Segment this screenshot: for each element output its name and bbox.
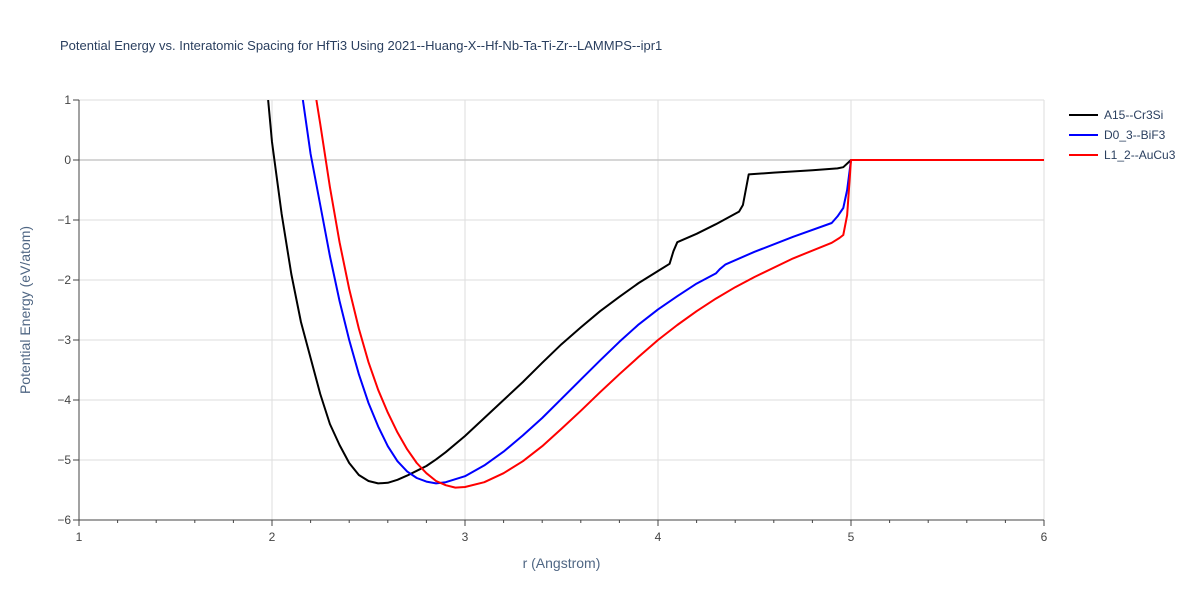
y-tick-label: −2 (57, 273, 71, 287)
legend-entry-label: L1_2--AuCu3 (1104, 148, 1176, 162)
y-tick-label: −5 (57, 453, 71, 467)
y-axis-title: Potential Energy (eV/atom) (17, 226, 33, 394)
series-line-3 (315, 100, 1044, 489)
series-line-2 (301, 100, 1044, 485)
plot-area (267, 100, 1044, 489)
legend-entry-label: D0_3--BiF3 (1104, 128, 1166, 142)
series-line-1 (267, 100, 1044, 485)
legend: A15--Cr3Si D0_3--BiF3 L1_2--AuCu3 (1069, 108, 1176, 162)
x-tick-label: 2 (269, 530, 276, 544)
chart-title: Potential Energy vs. Interatomic Spacing… (60, 38, 662, 53)
y-tick-label: −4 (57, 393, 71, 407)
x-tick-label: 6 (1041, 530, 1048, 544)
y-tick-label: −3 (57, 333, 71, 347)
y-tick-label: −6 (57, 513, 71, 527)
y-tick-label: −1 (57, 213, 71, 227)
axes: 1 2 3 4 5 6 1 0 −1 −2 −3 −4 −5 −6 (57, 93, 1047, 544)
y-tick-label: 0 (64, 153, 71, 167)
y-tick-label: 1 (64, 93, 71, 107)
grid (78, 99, 1045, 521)
x-tick-label: 1 (76, 530, 83, 544)
legend-entry-label: A15--Cr3Si (1104, 108, 1163, 122)
x-tick-label: 5 (848, 530, 855, 544)
x-tick-label: 3 (462, 530, 469, 544)
x-axis-title: r (Angstrom) (523, 555, 601, 571)
x-tick-label: 4 (655, 530, 662, 544)
